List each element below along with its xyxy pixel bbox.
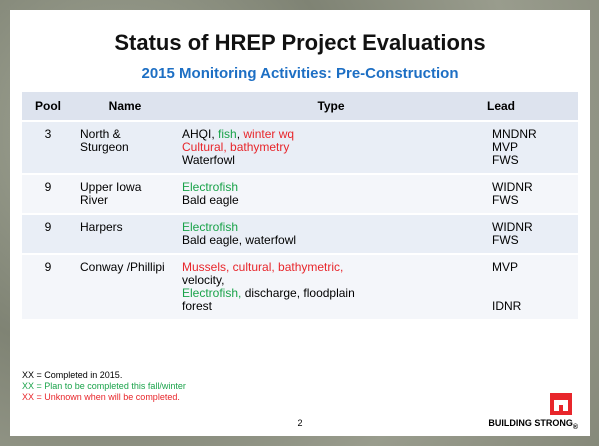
legend-item: XX = Plan to be completed this fall/wint… bbox=[22, 381, 186, 391]
lead-line: WIDNR bbox=[492, 220, 533, 234]
type-line: forest bbox=[182, 300, 480, 313]
legend: XX = Completed in 2015. XX = Plan to be c… bbox=[22, 370, 186, 403]
pool-cell: 9 bbox=[22, 214, 74, 255]
type-segment: Electrofish bbox=[182, 220, 239, 234]
type-cell: Mussels, cultural, bathymetric, velocity,… bbox=[176, 254, 486, 321]
subtitle: 2015 Monitoring Activities: Pre-Construc… bbox=[141, 65, 459, 82]
type-segment: , bbox=[211, 127, 219, 141]
header-cell: Name bbox=[74, 92, 176, 122]
table: Pool Name Type Lead 3 North & Sturgeon AHQI, … bbox=[22, 92, 578, 321]
logo-door bbox=[559, 405, 563, 411]
type-line: Waterfowl bbox=[182, 154, 480, 167]
type-cell: AHQI, fish, winter wq Cultural, bathymetr… bbox=[176, 121, 486, 175]
footer-mark: ® bbox=[572, 423, 578, 431]
page-number: 2 bbox=[297, 418, 303, 428]
type-segment: Bald eagle bbox=[182, 193, 239, 207]
type-segment: Electrofish, bbox=[182, 286, 242, 300]
type-segment: , bbox=[236, 127, 244, 141]
lead-line: WIDNR bbox=[492, 180, 533, 194]
lead-line: MNDNR bbox=[492, 127, 537, 141]
lead-line: FWS bbox=[492, 193, 519, 207]
row: 9 Conway /Phillipi Mussels, cultural, bath… bbox=[22, 254, 578, 321]
type-line: velocity, bbox=[182, 274, 480, 287]
type-line: AHQI, fish, winter wq bbox=[182, 128, 480, 141]
header-row: Pool Name Type Lead bbox=[22, 92, 578, 122]
title: Status of HREP Project Evaluations bbox=[114, 30, 486, 55]
type-line: Mussels, cultural, bathymetric, bbox=[182, 261, 480, 274]
type-segment: forest bbox=[182, 299, 213, 313]
name-cell: Conway /Phillipi bbox=[74, 254, 176, 321]
lead-line: FWS bbox=[492, 233, 519, 247]
header-cell: Lead bbox=[486, 92, 578, 122]
type-cell: Electrofish Bald eagle, waterfowl bbox=[176, 214, 486, 255]
type-segment: velocity, bbox=[182, 273, 225, 287]
pool-cell: 9 bbox=[22, 174, 74, 215]
type-line: Electrofish bbox=[182, 181, 480, 194]
lead-cell: MVP IDNR bbox=[486, 254, 578, 321]
lead-line: MVP bbox=[492, 140, 519, 154]
lead-cell: WIDNR FWS bbox=[486, 214, 578, 255]
type-segment: Waterfowl bbox=[182, 153, 235, 167]
pool-cell: 9 bbox=[22, 254, 74, 321]
pool-cell: 3 bbox=[22, 121, 74, 175]
type-cell: Electrofish Bald eagle bbox=[176, 174, 486, 215]
legend-item: XX = Completed in 2015. bbox=[22, 370, 123, 380]
type-segment: winter wq bbox=[243, 127, 295, 141]
footer-text: BUILDING STRONG bbox=[488, 418, 573, 428]
type-line: Electrofish, discharge, floodplain bbox=[182, 287, 480, 300]
type-line: Electrofish bbox=[182, 221, 480, 234]
type-segment: Electrofish bbox=[182, 180, 239, 194]
logo bbox=[550, 393, 572, 415]
type-segment: fish bbox=[218, 127, 237, 141]
lead-line: FWS bbox=[492, 153, 519, 167]
lead-cell: MNDNR MVP FWS bbox=[486, 121, 578, 175]
slide: Status of HREP Project Evaluations 2015 … bbox=[10, 10, 590, 436]
legend-item: XX = Unknown when will be completed. bbox=[22, 392, 180, 402]
footer: BUILDING STRONG® bbox=[488, 418, 578, 431]
row: 9 Harpers Electrofish Bald eagle, waterfowl… bbox=[22, 214, 578, 255]
name-cell: Upper Iowa River bbox=[74, 174, 176, 215]
row: 3 North & Sturgeon AHQI, fish, winter wq Cu… bbox=[22, 121, 578, 175]
name-cell: North & Sturgeon bbox=[74, 121, 176, 175]
name-cell: Harpers bbox=[74, 214, 176, 255]
type-line: Cultural, bathymetry bbox=[182, 141, 480, 154]
type-segment: Cultural, bathymetry bbox=[182, 140, 290, 154]
type-segment: Mussels, cultural, bathymetric, bbox=[182, 260, 344, 274]
lead-cell: WIDNR FWS bbox=[486, 174, 578, 215]
type-segment: AHQI bbox=[182, 127, 212, 141]
type-line: Bald eagle, waterfowl bbox=[182, 234, 480, 247]
row: 9 Upper Iowa River Electrofish Bald eagle WI… bbox=[22, 174, 578, 215]
type-line: Bald eagle bbox=[182, 194, 480, 207]
lead-line: IDNR bbox=[492, 299, 522, 313]
type-segment: discharge, floodplain bbox=[241, 286, 355, 300]
lead-line: MVP bbox=[492, 260, 519, 274]
header-cell: Pool bbox=[22, 92, 74, 122]
type-segment: Bald eagle, waterfowl bbox=[182, 233, 297, 247]
header-cell: Type bbox=[176, 92, 486, 122]
